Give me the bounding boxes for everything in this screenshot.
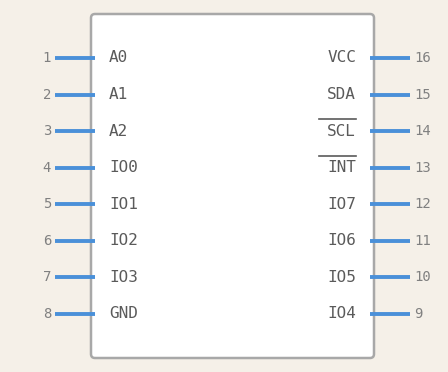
Text: IO7: IO7 xyxy=(327,197,356,212)
Text: 3: 3 xyxy=(43,124,51,138)
Text: 12: 12 xyxy=(414,197,431,211)
Text: 14: 14 xyxy=(414,124,431,138)
Text: 16: 16 xyxy=(414,51,431,65)
Text: INT: INT xyxy=(327,160,356,175)
Text: A1: A1 xyxy=(109,87,128,102)
Text: A0: A0 xyxy=(109,51,128,65)
Text: 6: 6 xyxy=(43,234,51,248)
Text: 4: 4 xyxy=(43,161,51,175)
Text: VCC: VCC xyxy=(327,51,356,65)
Text: A2: A2 xyxy=(109,124,128,139)
Text: 5: 5 xyxy=(43,197,51,211)
Text: GND: GND xyxy=(109,307,138,321)
Text: IO2: IO2 xyxy=(109,233,138,248)
Text: 1: 1 xyxy=(43,51,51,65)
Text: 13: 13 xyxy=(414,161,431,175)
Text: SCL: SCL xyxy=(327,124,356,139)
Text: 11: 11 xyxy=(414,234,431,248)
Text: 10: 10 xyxy=(414,270,431,285)
Text: 7: 7 xyxy=(43,270,51,285)
Text: 2: 2 xyxy=(43,87,51,102)
FancyBboxPatch shape xyxy=(91,14,374,358)
Text: 15: 15 xyxy=(414,87,431,102)
Text: IO4: IO4 xyxy=(327,307,356,321)
Text: IO6: IO6 xyxy=(327,233,356,248)
Text: IO5: IO5 xyxy=(327,270,356,285)
Text: IO1: IO1 xyxy=(109,197,138,212)
Text: SDA: SDA xyxy=(327,87,356,102)
Text: 8: 8 xyxy=(43,307,51,321)
Text: IO3: IO3 xyxy=(109,270,138,285)
Text: 9: 9 xyxy=(414,307,422,321)
Text: IO0: IO0 xyxy=(109,160,138,175)
